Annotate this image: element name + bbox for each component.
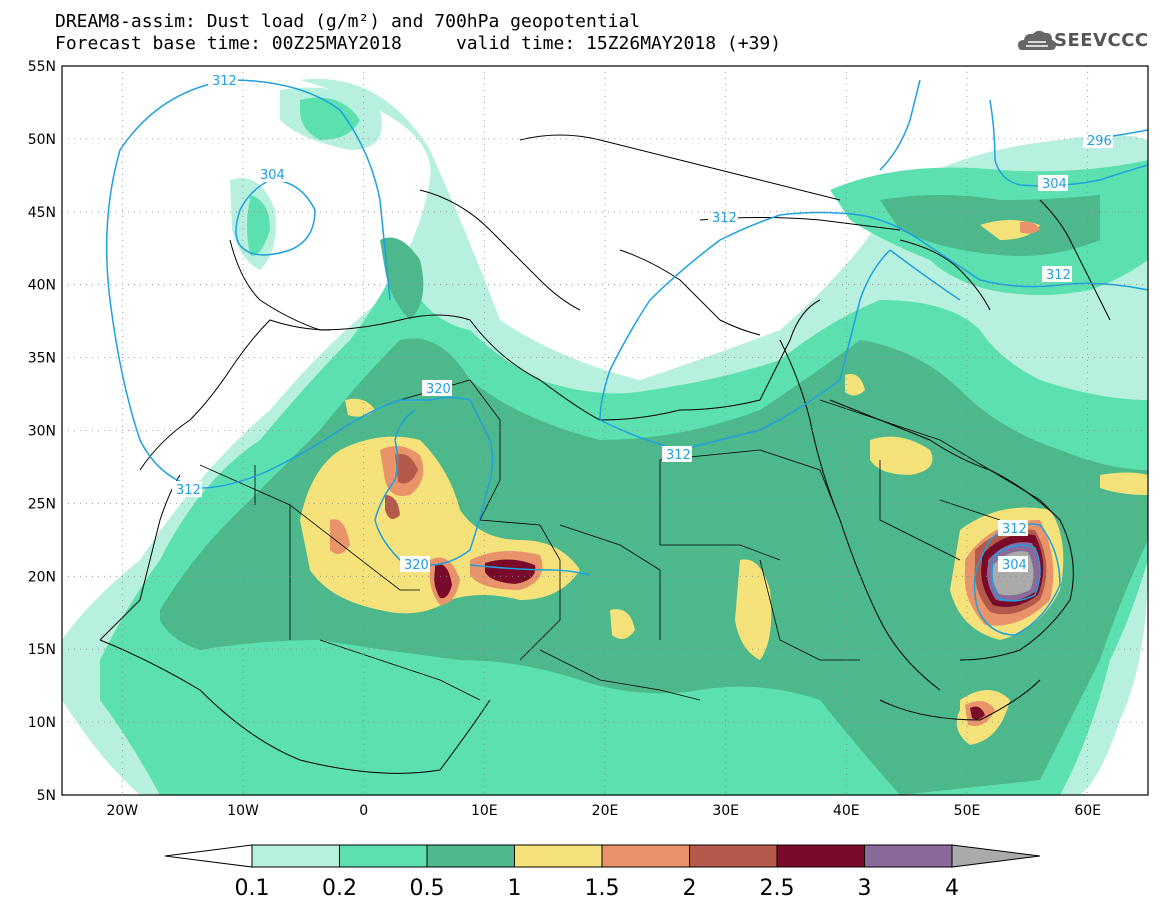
longitude-tick-label: 10W	[227, 803, 259, 819]
colorbar-label: 1	[508, 876, 522, 901]
longitude-tick-label: 20E	[592, 803, 619, 819]
colorbar-box	[864, 844, 953, 868]
latitude-tick-label: 5N	[37, 788, 56, 804]
country-borders	[199, 379, 1061, 701]
latitude-tick-label: 15N	[28, 642, 56, 658]
colorbar-label: 0.1	[235, 876, 270, 901]
latitude-tick-label: 55N	[28, 59, 56, 75]
colorbar-label: 0.2	[322, 876, 357, 901]
contour-label: 312	[666, 448, 691, 463]
logo-text: SEEVCCC	[1054, 30, 1149, 51]
contour-label: 312	[1046, 268, 1071, 283]
contour-label: 312	[712, 211, 737, 226]
colorbar-label: 2	[683, 876, 697, 901]
colorbar-label: 3	[858, 876, 872, 901]
colorbar-extend-high	[951, 844, 1041, 868]
contour-label: 312	[1002, 522, 1027, 537]
colorbar-extend-low	[164, 844, 253, 868]
contour-labels: 312 304 320 312 320 312 312 304 296 312 …	[172, 72, 1113, 573]
cloud-logo-icon	[1018, 30, 1056, 50]
contour-label: 320	[426, 382, 451, 397]
dust-fill-layer	[62, 66, 1148, 795]
contour-label: 320	[404, 558, 429, 573]
longitude-tick-label: 40E	[833, 803, 860, 819]
colorbar-box	[601, 844, 690, 868]
map-subtitle: Forecast base time: 00Z25MAY2018 valid t…	[55, 33, 782, 54]
map-frame	[61, 65, 1149, 796]
longitude-labels: 20W 10W 0 10E 20E 30E 40E 50E 60E	[106, 803, 1101, 819]
contour-label: 304	[260, 168, 285, 183]
longitude-tick-label: 0	[359, 803, 368, 819]
latitude-tick-label: 35N	[28, 351, 56, 367]
colorbar-box	[251, 844, 340, 868]
longitude-tick-label: 10E	[471, 803, 498, 819]
colorbar-box	[339, 844, 428, 868]
geopotential-contours	[105, 79, 1148, 636]
longitude-tick-label: 20W	[106, 803, 138, 819]
latitude-labels: 55N 50N 45N 40N 35N 30N 25N 20N 15N 10N 5N	[28, 59, 56, 804]
latitude-tick-label: 40N	[28, 278, 56, 294]
latitude-tick-label: 25N	[28, 496, 56, 512]
contour-label: 304	[1042, 177, 1067, 192]
contour-label: 312	[176, 483, 201, 498]
colorbar-box	[689, 844, 778, 868]
contour-label: 312	[212, 74, 237, 89]
lat-lon-grid	[62, 66, 1148, 795]
latitude-tick-label: 10N	[28, 715, 56, 731]
contour-label: 304	[1002, 558, 1027, 573]
colorbar-label: 2.5	[760, 876, 795, 901]
colorbar-box	[426, 844, 515, 868]
longitude-tick-label: 30E	[712, 803, 739, 819]
latitude-tick-label: 45N	[28, 205, 56, 221]
colorbar-box	[514, 844, 603, 868]
longitude-tick-label: 60E	[1074, 803, 1101, 819]
latitude-tick-label: 50N	[28, 132, 56, 148]
longitude-tick-label: 50E	[954, 803, 981, 819]
colorbar-label: 0.5	[410, 876, 445, 901]
colorbar-label: 1.5	[585, 876, 620, 901]
map-title: DREAM8-assim: Dust load (g/m²) and 700hP…	[55, 11, 641, 32]
latitude-tick-label: 20N	[28, 569, 56, 585]
colorbar-label: 4	[945, 876, 959, 901]
contour-label: 296	[1087, 134, 1112, 149]
colorbar-box	[776, 844, 865, 868]
latitude-tick-label: 30N	[28, 424, 56, 440]
